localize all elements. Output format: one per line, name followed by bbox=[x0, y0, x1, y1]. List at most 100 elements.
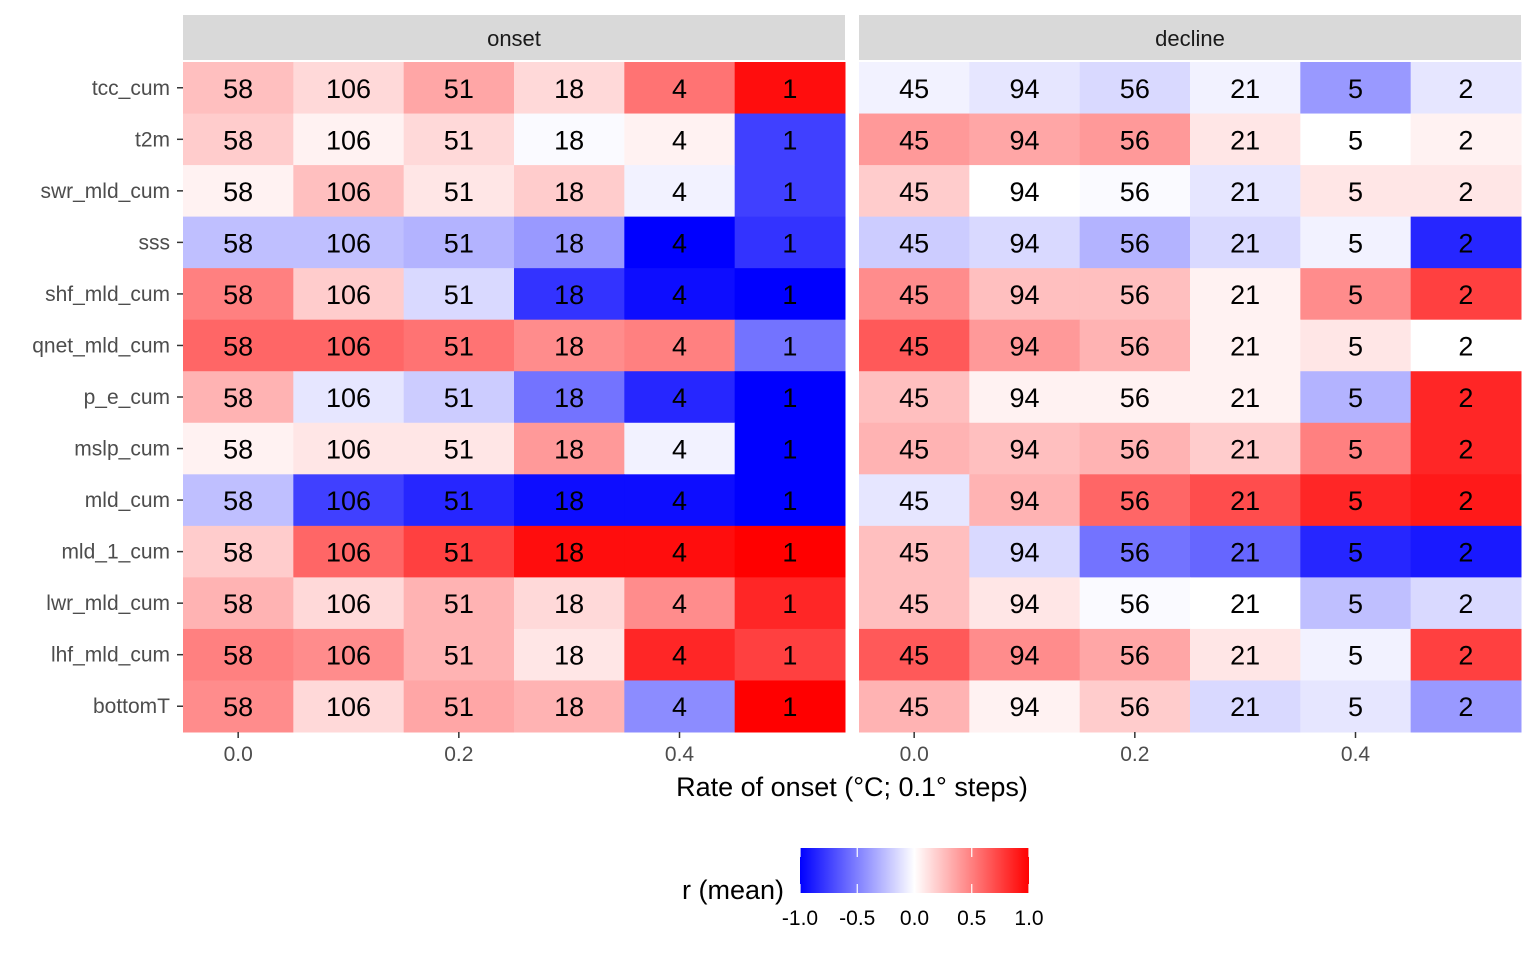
cell-count-label: 1 bbox=[782, 435, 797, 465]
cell-count-label: 51 bbox=[444, 74, 474, 104]
heatmap-cell bbox=[734, 62, 846, 115]
cell-count-label: 94 bbox=[1009, 280, 1039, 310]
heatmap-cell bbox=[183, 216, 294, 269]
heatmap-cell bbox=[624, 422, 736, 475]
heatmap-cell bbox=[1079, 165, 1191, 218]
cell-count-label: 58 bbox=[223, 125, 253, 155]
cell-count-label: 94 bbox=[1009, 538, 1039, 568]
cell-count-label: 18 bbox=[554, 692, 584, 722]
cell-count-label: 18 bbox=[554, 641, 584, 671]
y-tick-label: sss bbox=[139, 231, 171, 254]
heatmap-cell bbox=[1410, 474, 1522, 527]
heatmap-cell bbox=[403, 319, 515, 372]
cell-count-label: 2 bbox=[1458, 641, 1473, 671]
heatmap-cell bbox=[403, 371, 515, 424]
legend-tick-label: 1.0 bbox=[1014, 907, 1043, 930]
cell-count-label: 45 bbox=[899, 486, 929, 516]
heatmap-cell bbox=[403, 628, 515, 681]
cell-count-label: 45 bbox=[899, 74, 929, 104]
heatmap-cell bbox=[624, 319, 736, 372]
heatmap-cell bbox=[1079, 268, 1191, 321]
heatmap-cell bbox=[1079, 577, 1191, 630]
heatmap-cell bbox=[403, 474, 515, 527]
cell-count-label: 94 bbox=[1009, 331, 1039, 361]
heatmap-cell bbox=[293, 422, 405, 475]
cell-count-label: 56 bbox=[1120, 280, 1150, 310]
heatmap-cell bbox=[403, 268, 515, 321]
heatmap-cell bbox=[183, 525, 294, 578]
cell-count-label: 45 bbox=[899, 589, 929, 619]
heatmap-cell bbox=[1079, 113, 1191, 166]
cell-count-label: 58 bbox=[223, 589, 253, 619]
heatmap-cell bbox=[1190, 62, 1301, 115]
cell-count-label: 21 bbox=[1230, 383, 1260, 413]
cell-count-label: 106 bbox=[326, 177, 371, 207]
cell-count-label: 56 bbox=[1120, 331, 1150, 361]
cell-count-label: 4 bbox=[672, 280, 687, 310]
cell-count-label: 2 bbox=[1458, 177, 1473, 207]
cell-count-label: 21 bbox=[1230, 177, 1260, 207]
heatmap-cell bbox=[1410, 113, 1522, 166]
cell-count-label: 58 bbox=[223, 641, 253, 671]
cell-count-label: 5 bbox=[1348, 228, 1363, 258]
heatmap-cell bbox=[734, 628, 846, 681]
cell-count-label: 1 bbox=[782, 74, 797, 104]
cell-count-label: 5 bbox=[1348, 435, 1363, 465]
heatmap-cell bbox=[734, 422, 846, 475]
cell-count-label: 1 bbox=[782, 331, 797, 361]
cell-count-label: 51 bbox=[444, 486, 474, 516]
cell-count-label: 1 bbox=[782, 228, 797, 258]
cell-count-label: 94 bbox=[1009, 74, 1039, 104]
cell-count-label: 2 bbox=[1458, 383, 1473, 413]
cell-count-label: 5 bbox=[1348, 74, 1363, 104]
x-tick-label: 0.4 bbox=[1341, 743, 1371, 766]
heatmap-cell bbox=[1300, 680, 1412, 733]
cell-count-label: 4 bbox=[672, 74, 687, 104]
heatmap-cell bbox=[1190, 525, 1301, 578]
cell-count-label: 5 bbox=[1348, 692, 1363, 722]
x-axis-decline: 0.0 0.2 0.4 bbox=[900, 732, 1371, 766]
heatmap-cell bbox=[183, 268, 294, 321]
cell-count-label: 21 bbox=[1230, 538, 1260, 568]
heatmap-cell bbox=[734, 474, 846, 527]
cell-count-label: 45 bbox=[899, 228, 929, 258]
cell-count-label: 106 bbox=[326, 641, 371, 671]
cell-count-label: 18 bbox=[554, 486, 584, 516]
heatmap-cell bbox=[514, 371, 625, 424]
heatmap-cell bbox=[1410, 319, 1522, 372]
heatmap-cell bbox=[293, 319, 405, 372]
heatmap-cell bbox=[514, 165, 625, 218]
heatmap-cell bbox=[624, 268, 736, 321]
cell-count-label: 18 bbox=[554, 280, 584, 310]
heatmap-cell bbox=[514, 422, 625, 475]
heatmap-cell bbox=[1300, 577, 1412, 630]
heatmap-cell bbox=[1410, 216, 1522, 269]
heatmap-cell bbox=[1190, 577, 1301, 630]
heatmap-cell bbox=[1410, 577, 1522, 630]
cell-count-label: 5 bbox=[1348, 641, 1363, 671]
heatmap-cell bbox=[293, 268, 405, 321]
heatmap-cell bbox=[1300, 62, 1412, 115]
cell-count-label: 4 bbox=[672, 486, 687, 516]
x-tick-label: 0.0 bbox=[900, 743, 929, 766]
heatmap-cell bbox=[1079, 474, 1191, 527]
cell-count-label: 106 bbox=[326, 280, 371, 310]
heatmap-cell bbox=[514, 628, 625, 681]
y-tick-label: bottomT bbox=[93, 695, 170, 718]
heatmap-cell bbox=[514, 113, 625, 166]
heatmap-cell bbox=[624, 62, 736, 115]
cell-count-label: 106 bbox=[326, 435, 371, 465]
heatmap-cell bbox=[1410, 680, 1522, 733]
cell-count-label: 51 bbox=[444, 589, 474, 619]
cell-count-label: 5 bbox=[1348, 538, 1363, 568]
cell-count-label: 5 bbox=[1348, 331, 1363, 361]
heatmap-cell bbox=[624, 113, 736, 166]
heatmap-cell bbox=[969, 680, 1081, 733]
strip-decline-label: decline bbox=[1155, 26, 1225, 51]
heatmap-cell bbox=[734, 680, 846, 733]
heatmap-cell bbox=[969, 371, 1081, 424]
heatmap-cell bbox=[859, 525, 970, 578]
heatmap-cell bbox=[1190, 165, 1301, 218]
heatmap-cell bbox=[1190, 319, 1301, 372]
